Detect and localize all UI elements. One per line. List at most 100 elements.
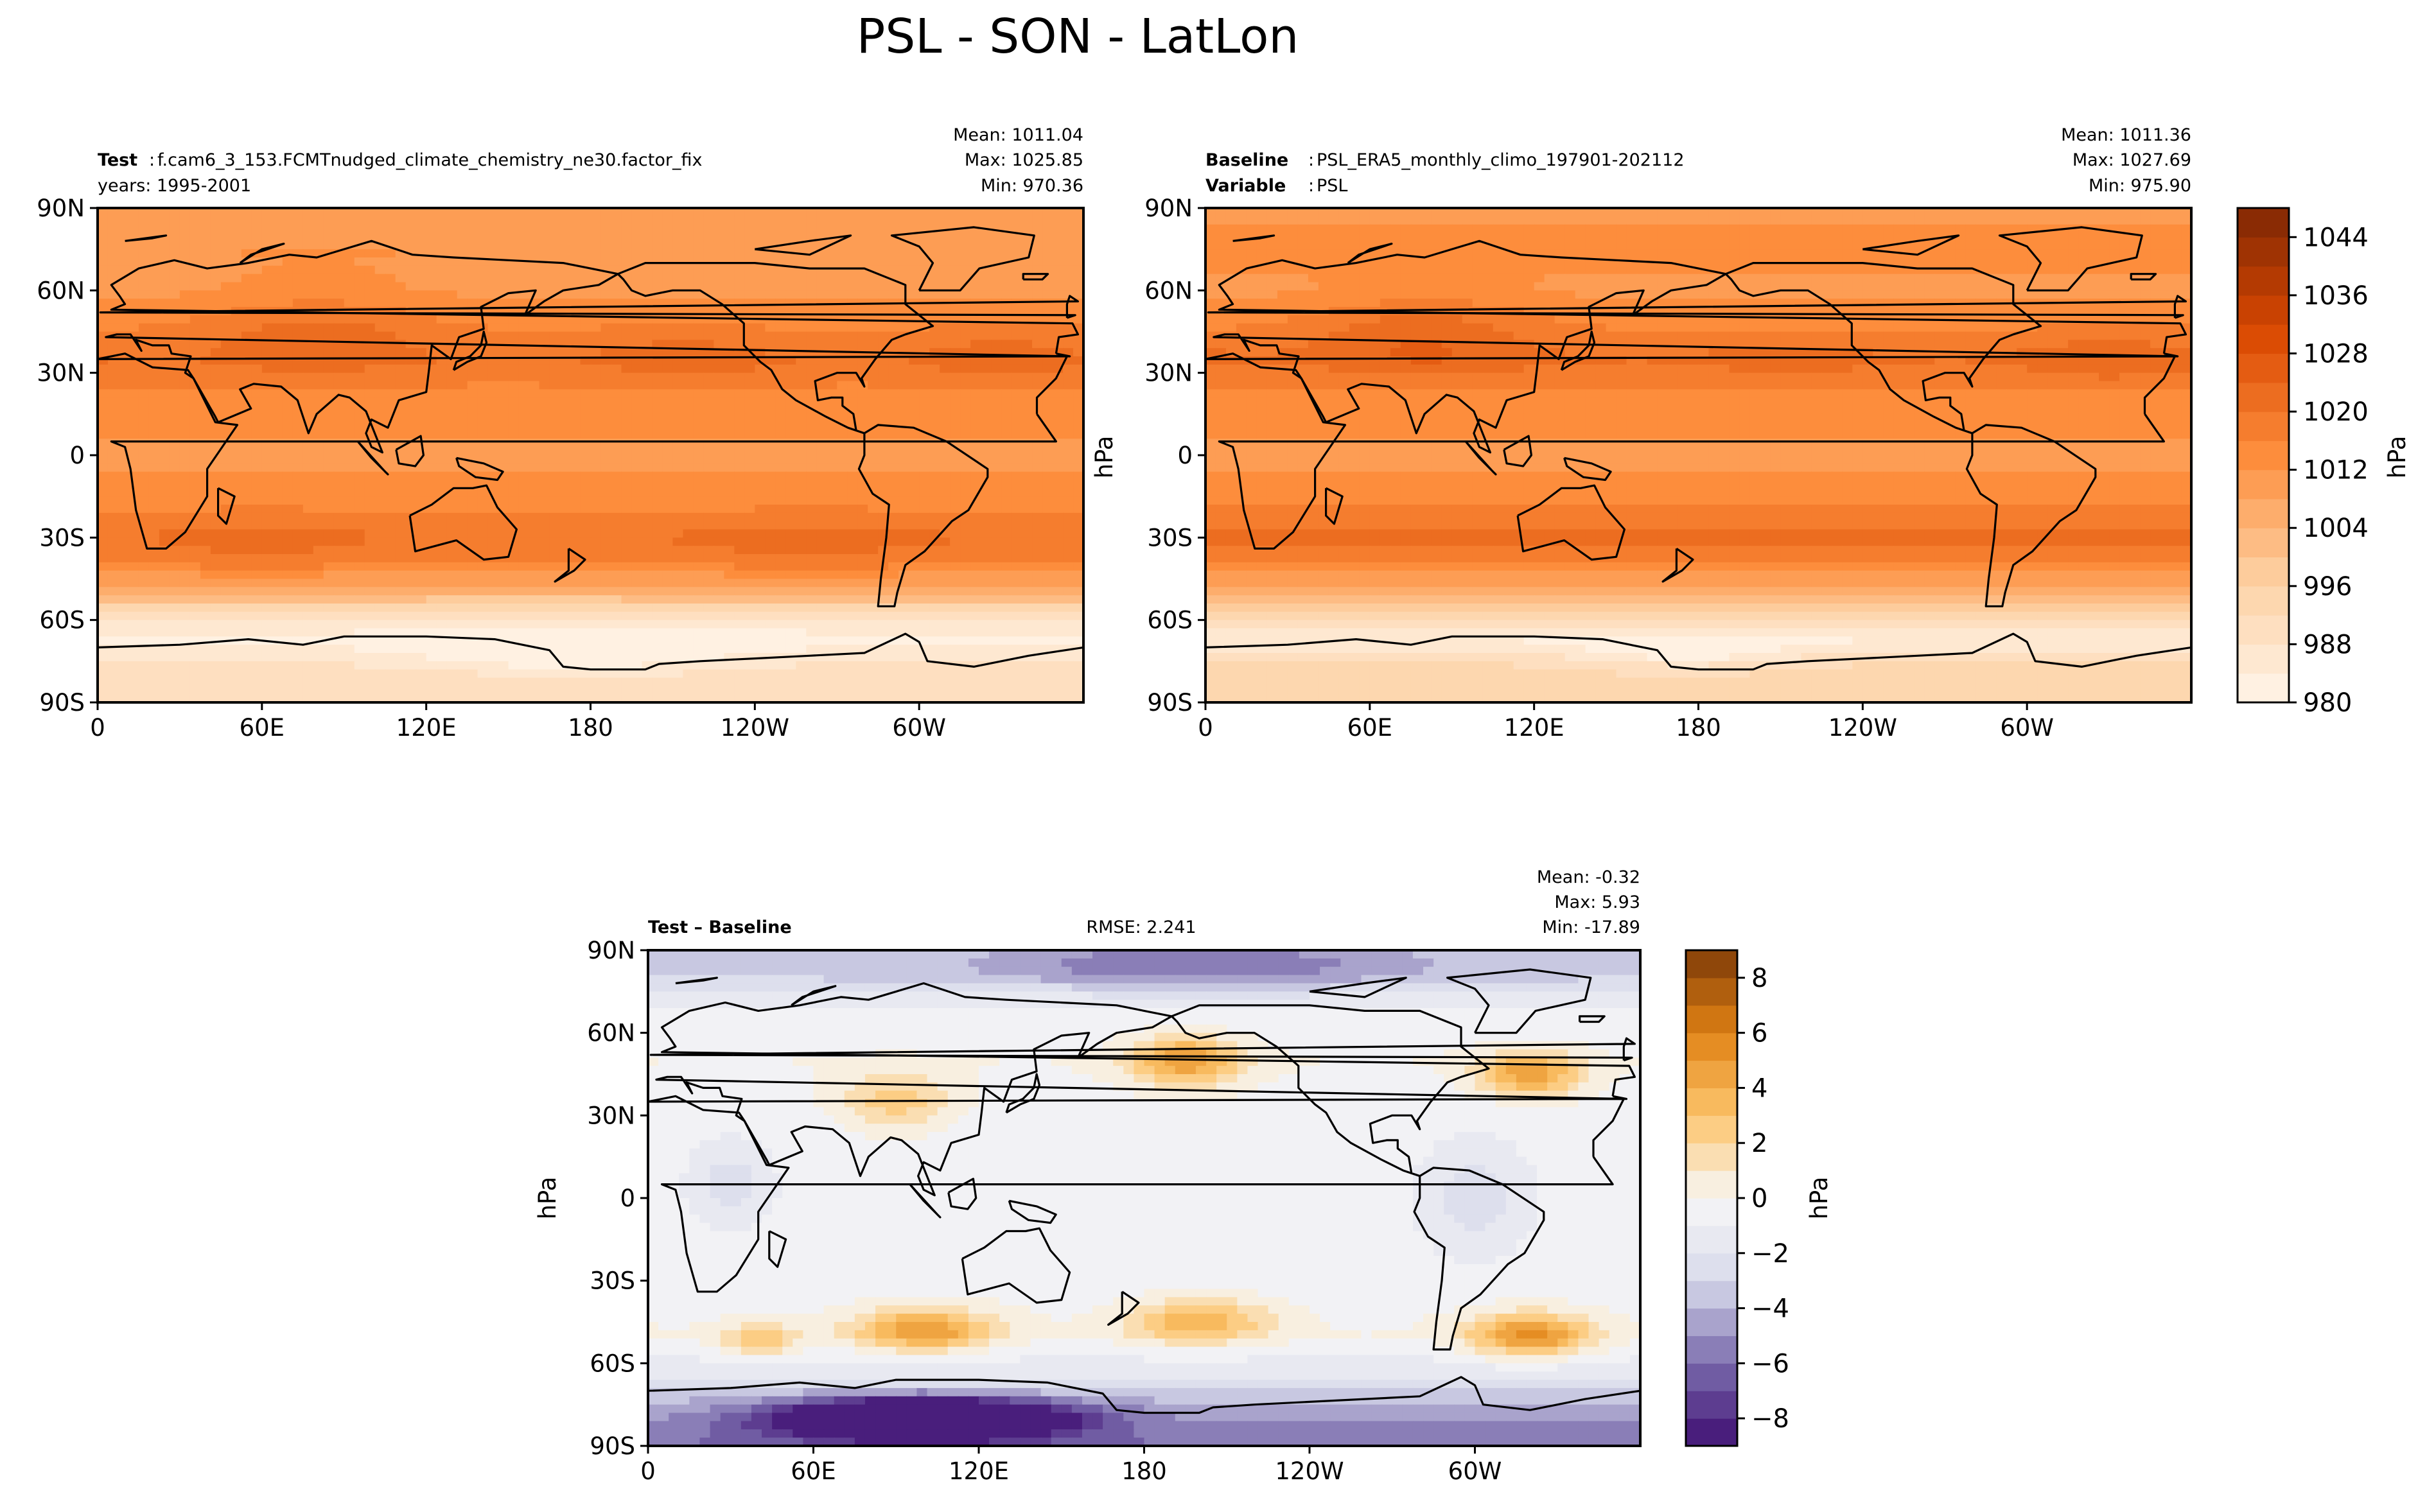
field-cell — [272, 587, 283, 596]
field-cell — [909, 364, 920, 374]
field-cell — [714, 578, 725, 588]
field-cell — [857, 241, 869, 250]
field-cell — [642, 496, 653, 505]
field-cell — [436, 241, 448, 250]
field-cell — [600, 604, 612, 613]
field-cell — [734, 323, 746, 333]
field-cell — [652, 249, 663, 258]
field-cell — [446, 323, 458, 333]
field-cell — [714, 265, 725, 275]
field-cell — [683, 628, 694, 638]
field-cell — [282, 265, 294, 275]
field-cell — [642, 611, 653, 621]
field-cell — [878, 323, 889, 333]
field-cell — [518, 331, 530, 341]
field-cell — [231, 578, 242, 588]
field-cell — [827, 587, 838, 596]
field-cell — [909, 505, 920, 514]
field-cell — [816, 381, 828, 390]
field-cell — [1032, 323, 1043, 333]
field-cell — [457, 249, 468, 258]
field-cell — [118, 422, 129, 431]
field-cell — [405, 505, 417, 514]
field-cell — [251, 578, 263, 588]
field-cell — [847, 546, 859, 555]
field-cell — [477, 216, 489, 225]
field-cell — [816, 348, 828, 357]
field-cell — [385, 587, 396, 596]
field-cell — [98, 331, 109, 341]
field-cell — [1022, 406, 1033, 415]
field-cell — [755, 282, 766, 291]
field-cell — [642, 257, 653, 266]
field-cell — [898, 381, 909, 390]
field-cell — [138, 323, 150, 333]
field-cell — [148, 430, 160, 440]
field-cell — [652, 546, 663, 555]
field-cell — [272, 323, 283, 333]
field-cell — [796, 282, 807, 291]
field-cell — [878, 282, 889, 291]
field-cell — [744, 282, 756, 291]
field-cell — [467, 488, 478, 497]
field-cell — [302, 620, 314, 629]
field-cell — [837, 257, 848, 266]
field-cell — [652, 512, 663, 522]
field-cell — [467, 257, 478, 266]
field-cell — [559, 241, 571, 250]
field-cell — [487, 512, 499, 522]
field-cell — [292, 216, 304, 225]
field-cell — [302, 381, 314, 390]
field-cell — [960, 554, 971, 563]
field-cell — [693, 397, 705, 406]
field-cell — [631, 299, 643, 308]
field-cell — [816, 389, 828, 398]
field-cell — [775, 521, 787, 530]
field-cell — [981, 331, 992, 341]
field-cell — [642, 480, 653, 489]
field-cell — [210, 471, 222, 481]
field-cell — [981, 216, 992, 225]
field-cell — [672, 537, 684, 546]
field-cell — [888, 356, 899, 365]
field-cell — [611, 455, 622, 464]
field-cell — [179, 562, 191, 571]
field-cell — [138, 488, 150, 497]
field-cell — [744, 224, 756, 234]
field-cell — [775, 488, 787, 497]
field-cell — [580, 628, 591, 638]
field-cell — [231, 488, 242, 497]
field-cell — [518, 488, 530, 497]
field-cell — [231, 216, 242, 225]
field-cell — [611, 282, 622, 291]
field-cell — [385, 463, 396, 473]
field-cell — [796, 447, 807, 456]
field-cell — [590, 604, 602, 613]
field-cell — [744, 578, 756, 588]
field-cell — [549, 628, 561, 638]
field-cell — [416, 249, 427, 258]
field-cell — [652, 471, 663, 481]
field-cell — [241, 323, 252, 333]
field-cell — [446, 389, 458, 398]
field-cell — [477, 628, 489, 638]
field-cell — [888, 323, 899, 333]
field-cell — [1053, 430, 1064, 440]
field-cell — [385, 315, 396, 324]
field-cell — [940, 372, 951, 382]
field-cell — [631, 529, 643, 539]
field-cell — [960, 595, 971, 604]
field-cell — [477, 537, 489, 546]
field-cell — [785, 422, 797, 431]
field-cell — [857, 562, 869, 571]
field-cell — [457, 537, 468, 546]
field-cell — [292, 604, 304, 613]
field-cell — [302, 529, 314, 539]
field-cell — [765, 389, 776, 398]
field-cell — [1022, 208, 1033, 217]
field-cell — [529, 397, 540, 406]
field-cell — [323, 480, 335, 489]
field-cell — [642, 372, 653, 382]
field-cell — [354, 570, 365, 580]
field-cell — [580, 620, 591, 629]
